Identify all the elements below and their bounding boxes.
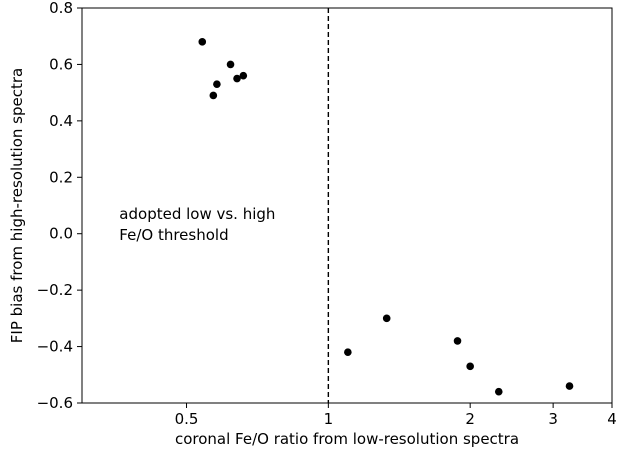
data-point — [239, 71, 248, 80]
data-point — [382, 314, 391, 323]
annotation-line-2: Fe/O threshold — [119, 226, 228, 244]
x-tick-label: 1 — [324, 410, 334, 428]
plot-marks — [198, 8, 574, 403]
y-tick-label: 0.0 — [49, 225, 73, 243]
x-tick-label: 0.5 — [175, 410, 199, 428]
x-axis-label: coronal Fe/O ratio from low-resolution s… — [175, 430, 519, 448]
y-tick-label: 0.2 — [49, 168, 73, 186]
y-tick-label: −0.4 — [37, 338, 73, 356]
threshold-annotation: adopted low vs. high Fe/O threshold — [119, 205, 280, 244]
data-point — [494, 387, 503, 396]
x-tick-label: 2 — [465, 410, 475, 428]
axis-ticks: −0.6 −0.4 −0.2 0.0 0.2 0.4 0.6 0.8 0.5 1 2 3 4 — [37, 0, 617, 428]
data-point — [453, 337, 462, 345]
y-tick-label: 0.4 — [49, 112, 73, 130]
annotation-line-1: adopted low vs. high — [119, 205, 275, 223]
y-axis-label: FIP bias from high-resolution spectra — [8, 68, 26, 343]
data-point — [198, 38, 207, 46]
data-point — [565, 382, 574, 390]
data-point — [213, 80, 221, 88]
plot-frame — [81, 7, 613, 404]
y-tick-label: 0.8 — [49, 0, 73, 17]
data-point — [344, 348, 352, 357]
data-point — [466, 362, 474, 371]
data-point — [233, 74, 241, 83]
x-tick-label: 4 — [607, 410, 617, 428]
x-tick-label: 3 — [548, 410, 558, 428]
data-point — [226, 60, 235, 69]
data-point — [209, 91, 218, 100]
y-tick-label: −0.2 — [37, 281, 73, 299]
y-tick-label: 0.6 — [49, 55, 73, 73]
y-tick-label: −0.6 — [37, 394, 73, 412]
